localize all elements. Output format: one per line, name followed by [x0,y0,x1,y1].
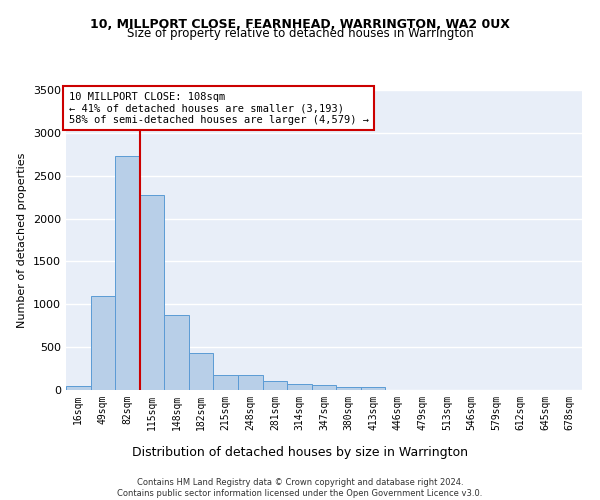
Bar [164,314,189,390]
Bar [140,194,164,390]
Text: 10 MILLPORT CLOSE: 108sqm
← 41% of detached houses are smaller (3,193)
58% of se: 10 MILLPORT CLOSE: 108sqm ← 41% of detac… [68,92,368,124]
Bar [238,376,263,390]
Bar [312,386,336,390]
Text: 10, MILLPORT CLOSE, FEARNHEAD, WARRINGTON, WA2 0UX: 10, MILLPORT CLOSE, FEARNHEAD, WARRINGTO… [90,18,510,30]
Text: Distribution of detached houses by size in Warrington: Distribution of detached houses by size … [132,446,468,459]
Bar [287,384,312,390]
Bar [214,376,238,390]
Bar [66,386,91,390]
Bar [91,296,115,390]
Text: Size of property relative to detached houses in Warrington: Size of property relative to detached ho… [127,28,473,40]
Bar [263,382,287,390]
Bar [361,388,385,390]
Bar [336,387,361,390]
Bar [115,156,140,390]
Bar [189,353,214,390]
Text: Contains HM Land Registry data © Crown copyright and database right 2024.
Contai: Contains HM Land Registry data © Crown c… [118,478,482,498]
Y-axis label: Number of detached properties: Number of detached properties [17,152,28,328]
